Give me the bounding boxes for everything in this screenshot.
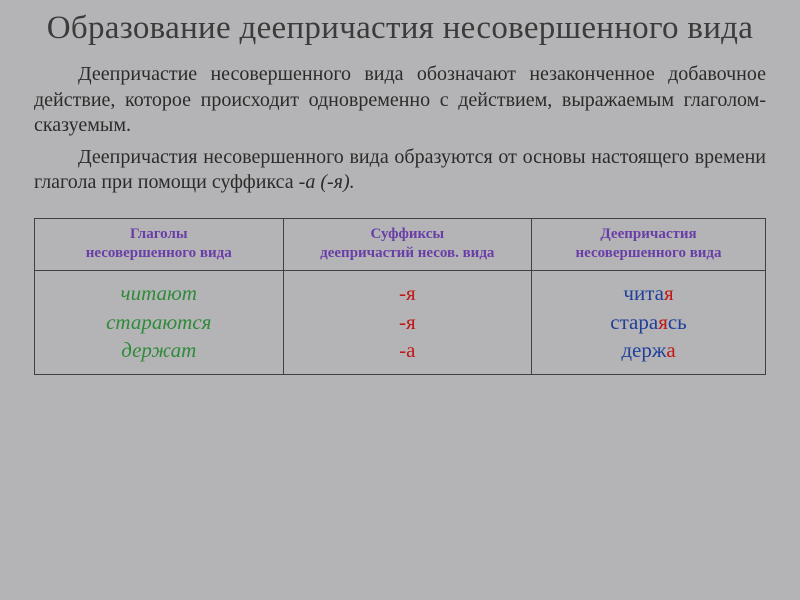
suffix-2: -я xyxy=(399,310,416,334)
verb-1: читают xyxy=(121,281,197,305)
paragraph-2-suffix: -а (-я). xyxy=(294,171,355,193)
col-header-gerunds: Деепричастия несовершенного вида xyxy=(532,218,766,271)
col-header-verbs-l2: несовершенного вида xyxy=(86,245,232,261)
gerund-1-base: чита xyxy=(623,281,664,305)
col-header-verbs: Глаголы несовершенного вида xyxy=(35,218,284,271)
col-header-suffixes-l1: Суффиксы xyxy=(370,226,444,242)
cell-gerunds: читая стараясь держа xyxy=(532,271,766,375)
paragraph-1: Деепричастие несовершенного вида обознач… xyxy=(34,62,766,139)
table-row: читают стараются держат -я -я -а читая с… xyxy=(35,271,766,375)
gerund-3-base: держ xyxy=(621,338,666,362)
gerund-1-suffix: я xyxy=(664,281,674,305)
suffix-3: -а xyxy=(399,338,415,362)
slide: Образование деепричастия несовершенного … xyxy=(0,0,800,600)
gerund-2-post: сь xyxy=(668,310,687,334)
paragraph-2: Деепричастия несовершенного вида образую… xyxy=(34,145,766,196)
gerund-2-base: стара xyxy=(610,310,658,334)
gerund-2: стараясь xyxy=(610,310,686,334)
gerund-1: читая xyxy=(623,281,673,305)
gerund-2-suffix: я xyxy=(658,310,668,334)
cell-verbs: читают стараются держат xyxy=(35,271,284,375)
page-title: Образование деепричастия несовершенного … xyxy=(34,10,766,48)
cell-suffixes: -я -я -а xyxy=(283,271,532,375)
formation-table: Глаголы несовершенного вида Суффиксы дее… xyxy=(34,218,766,376)
verb-3: держат xyxy=(121,338,196,362)
suffix-1: -я xyxy=(399,281,416,305)
verb-2: стараются xyxy=(106,310,211,334)
gerund-3: держа xyxy=(621,338,675,362)
col-header-verbs-l1: Глаголы xyxy=(130,226,188,242)
col-header-gerunds-l2: несовершенного вида xyxy=(576,245,722,261)
col-header-suffixes-l2: деепричастий несов. вида xyxy=(320,245,494,261)
gerund-3-suffix: а xyxy=(666,338,675,362)
col-header-suffixes: Суффиксы деепричастий несов. вида xyxy=(283,218,532,271)
paragraph-2-text: Деепричастия несовершенного вида образую… xyxy=(34,146,766,194)
col-header-gerunds-l1: Деепричастия xyxy=(600,226,696,242)
table-header-row: Глаголы несовершенного вида Суффиксы дее… xyxy=(35,218,766,271)
